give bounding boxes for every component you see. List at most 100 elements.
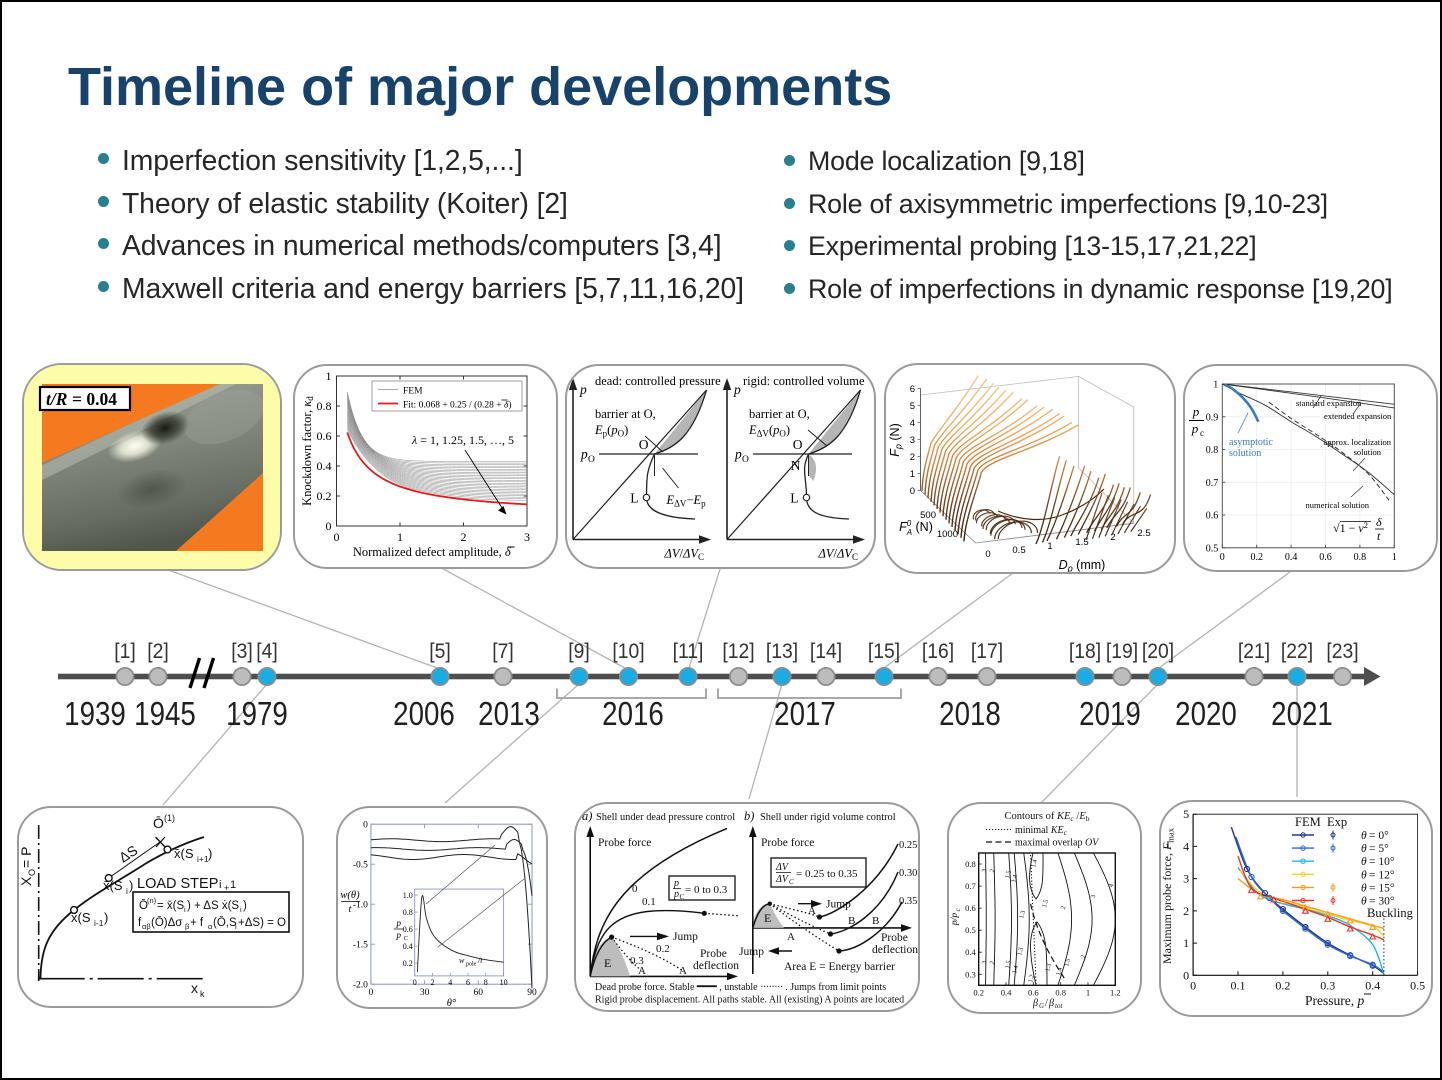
svg-text:solution: solution <box>1354 447 1382 457</box>
svg-text:[23]: [23] <box>1326 640 1358 663</box>
svg-text:0: 0 <box>632 883 638 895</box>
svg-text:0: 0 <box>1183 968 1189 982</box>
svg-text:i: i <box>240 905 242 914</box>
svg-text:1000: 1000 <box>937 529 958 540</box>
svg-text:Probe force: Probe force <box>598 837 651 849</box>
svg-text:5: 5 <box>1183 807 1189 821</box>
svg-text:i: i <box>184 905 186 914</box>
svg-text:/t: /t <box>477 956 483 965</box>
svg-text:0: 0 <box>910 486 915 497</box>
svg-text:8: 8 <box>484 978 488 987</box>
svg-text:2.5: 2.5 <box>1137 528 1150 539</box>
svg-text:solution: solution <box>1229 448 1261 459</box>
svg-text:2: 2 <box>1110 532 1115 543</box>
svg-text:FEM: FEM <box>403 387 423 397</box>
svg-text:B: B <box>872 915 879 927</box>
svg-text:= 12°: = 12° <box>1369 869 1395 881</box>
svg-text:EΔV−Ep: EΔV−Ep <box>666 493 707 509</box>
svg-text:1.5: 1.5 <box>1041 899 1050 909</box>
svg-text:w: w <box>459 956 465 965</box>
svg-text:0.5: 0.5 <box>965 925 976 935</box>
svg-text:E: E <box>764 911 771 925</box>
svg-text:Exp: Exp <box>1327 815 1347 829</box>
svg-text:Jump: Jump <box>739 946 764 958</box>
svg-text:0: 0 <box>334 530 340 544</box>
svg-text:[14]: [14] <box>810 640 842 663</box>
svg-text:0: 0 <box>1220 552 1225 563</box>
svg-text:θ: θ <box>1361 830 1367 842</box>
svg-text:[15]: [15] <box>868 640 900 663</box>
svg-text:0.3: 0.3 <box>965 969 976 979</box>
svg-text:0.4: 0.4 <box>403 942 413 951</box>
svg-text:w(θ): w(θ) <box>340 890 360 901</box>
svg-text:1.4: 1.4 <box>1010 873 1019 883</box>
svg-text:p: p <box>579 382 587 397</box>
svg-text:Jump: Jump <box>673 931 698 943</box>
svg-text:0.2: 0.2 <box>1250 552 1263 563</box>
svg-text:A: A <box>808 905 816 917</box>
svg-text:Fp (N): Fp (N) <box>888 423 904 456</box>
svg-text:t/R: t/R <box>46 389 67 409</box>
svg-text:1939: 1939 <box>64 696 126 733</box>
svg-text:A: A <box>679 965 687 977</box>
svg-text:δ: δ <box>1376 515 1382 529</box>
svg-text:maximal overlap OV: maximal overlap OV <box>1015 838 1100 849</box>
svg-text:1: 1 <box>397 530 403 544</box>
svg-text:asymptotic: asymptotic <box>1229 437 1273 448</box>
svg-text:0.6: 0.6 <box>1206 511 1219 522</box>
svg-text:1.5: 1.5 <box>1004 960 1013 970</box>
svg-text:2: 2 <box>989 960 997 965</box>
svg-text:4: 4 <box>1108 882 1116 888</box>
svg-text:1.4: 1.4 <box>1011 964 1020 974</box>
svg-text:0.9: 0.9 <box>1206 412 1219 423</box>
svg-text:C: C <box>404 935 408 942</box>
svg-text:1.2: 1.2 <box>1110 987 1121 997</box>
svg-text:2017: 2017 <box>774 696 836 733</box>
svg-text:60: 60 <box>474 988 484 998</box>
svg-text:p: p <box>580 447 588 462</box>
svg-text:i: i <box>235 922 237 931</box>
svg-text:c: c <box>1200 428 1204 438</box>
svg-text:θ: θ <box>1361 869 1367 881</box>
svg-text:Probe: Probe <box>881 932 908 944</box>
svg-text:0.4: 0.4 <box>317 459 332 473</box>
svg-text:[20]: [20] <box>1142 640 1174 663</box>
svg-text:0.35: 0.35 <box>899 896 917 907</box>
svg-text:6: 6 <box>910 384 915 395</box>
svg-text:1: 1 <box>326 369 332 383</box>
svg-text:[10]: [10] <box>612 640 644 663</box>
svg-text:1: 1 <box>1183 936 1189 950</box>
svg-text:approx. localization: approx. localization <box>1323 437 1391 447</box>
svg-text:β: β <box>1048 998 1054 1009</box>
svg-text:[13]: [13] <box>766 640 798 663</box>
svg-text:[18]: [18] <box>1069 640 1101 663</box>
svg-text:1.3: 1.3 <box>1016 947 1025 957</box>
svg-text:3: 3 <box>910 435 915 446</box>
svg-text:O: O <box>27 869 37 876</box>
svg-text:0.8: 0.8 <box>403 908 413 917</box>
svg-text:= 0 to 0.3: = 0 to 0.3 <box>685 884 728 896</box>
svg-text:F0A (N): F0 A (N) <box>899 519 933 537</box>
svg-text:4: 4 <box>1183 839 1189 853</box>
svg-text:0.4: 0.4 <box>1001 987 1012 997</box>
svg-text:0.4: 0.4 <box>1365 978 1380 992</box>
svg-text:L: L <box>790 491 798 506</box>
svg-text:1.2: 1.2 <box>1027 974 1036 984</box>
svg-text:2013: 2013 <box>478 696 540 733</box>
svg-text:E: E <box>604 956 611 970</box>
svg-text:2019: 2019 <box>1079 696 1141 733</box>
svg-text:1.3: 1.3 <box>1018 910 1027 920</box>
svg-text:Jump: Jump <box>826 899 851 911</box>
svg-text:1: 1 <box>910 469 915 480</box>
svg-text:+ΔS) = O: +ΔS) = O <box>238 917 286 929</box>
svg-text:Ō: Ō <box>153 815 164 831</box>
svg-text:4: 4 <box>910 418 915 429</box>
svg-text:2020: 2020 <box>1175 696 1237 733</box>
svg-text:barrier at O,: barrier at O, <box>749 407 810 421</box>
svg-text:c: c <box>954 908 962 912</box>
svg-text:1.4: 1.4 <box>1055 966 1064 976</box>
svg-text:1: 1 <box>1047 541 1052 552</box>
svg-text:0.2: 0.2 <box>1275 978 1290 992</box>
svg-text:0.8: 0.8 <box>1354 552 1367 563</box>
svg-text:a): a) <box>582 809 592 823</box>
